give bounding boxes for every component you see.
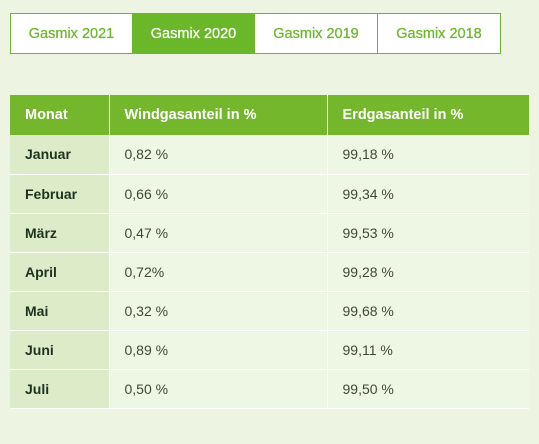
- gasmix-table: Monat Windgasanteil in % Erdgasanteil in…: [10, 95, 529, 409]
- table-row: Januar 0,82 % 99,18 %: [10, 135, 529, 175]
- wind-gas-cell: 0,50 %: [109, 369, 328, 409]
- natural-gas-cell: 99,68 %: [327, 291, 529, 331]
- table-row: Februar 0,66 % 99,34 %: [10, 174, 529, 214]
- month-cell: März: [10, 213, 110, 253]
- wind-gas-cell: 0,32 %: [109, 291, 328, 331]
- tab-gasmix-2020[interactable]: Gasmix 2020: [132, 13, 255, 54]
- column-header-wind-gas-share: Windgasanteil in %: [109, 95, 328, 135]
- natural-gas-cell: 99,50 %: [327, 369, 529, 409]
- month-cell: Juli: [10, 369, 110, 409]
- wind-gas-cell: 0,89 %: [109, 330, 328, 370]
- table-row: Juli 0,50 % 99,50 %: [10, 369, 529, 409]
- table-row: Mai 0,32 % 99,68 %: [10, 291, 529, 331]
- natural-gas-cell: 99,11 %: [327, 330, 529, 370]
- month-cell: Februar: [10, 174, 110, 214]
- gasmix-year-tabs: Gasmix 2021 Gasmix 2020 Gasmix 2019 Gasm…: [10, 13, 501, 54]
- wind-gas-cell: 0,72%: [109, 252, 328, 292]
- tab-gasmix-2021[interactable]: Gasmix 2021: [10, 13, 133, 54]
- natural-gas-cell: 99,28 %: [327, 252, 529, 292]
- table-header-row: Monat Windgasanteil in % Erdgasanteil in…: [10, 95, 529, 135]
- tab-gasmix-2018[interactable]: Gasmix 2018: [377, 13, 501, 54]
- month-cell: April: [10, 252, 110, 292]
- table-row: April 0,72% 99,28 %: [10, 252, 529, 292]
- month-cell: Januar: [10, 135, 110, 175]
- column-header-month: Monat: [10, 95, 110, 135]
- natural-gas-cell: 99,53 %: [327, 213, 529, 253]
- table-row: Juni 0,89 % 99,11 %: [10, 330, 529, 370]
- tab-gasmix-2019[interactable]: Gasmix 2019: [254, 13, 378, 54]
- column-header-natural-gas-share: Erdgasanteil in %: [327, 95, 529, 135]
- month-cell: Mai: [10, 291, 110, 331]
- natural-gas-cell: 99,34 %: [327, 174, 529, 214]
- wind-gas-cell: 0,47 %: [109, 213, 328, 253]
- table-row: März 0,47 % 99,53 %: [10, 213, 529, 253]
- month-cell: Juni: [10, 330, 110, 370]
- natural-gas-cell: 99,18 %: [327, 135, 529, 175]
- wind-gas-cell: 0,66 %: [109, 174, 328, 214]
- wind-gas-cell: 0,82 %: [109, 135, 328, 175]
